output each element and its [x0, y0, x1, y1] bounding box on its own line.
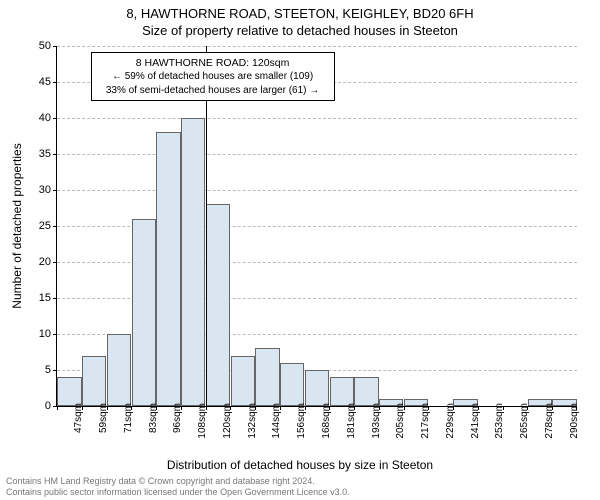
- x-tick-mark: [57, 406, 58, 410]
- y-tick-mark: [53, 190, 57, 191]
- y-tick-label: 15: [27, 292, 51, 304]
- x-tick-mark: [552, 406, 553, 410]
- x-tick-mark: [156, 406, 157, 410]
- x-tick-mark: [107, 406, 108, 410]
- x-tick-mark: [181, 406, 182, 410]
- y-axis-title: Number of detached properties: [10, 143, 24, 308]
- y-tick-label: 5: [27, 364, 51, 376]
- x-tick-mark: [305, 406, 306, 410]
- y-tick-label: 0: [27, 400, 51, 412]
- histogram-bar: [82, 356, 106, 406]
- annotation-line2: ← 59% of detached houses are smaller (10…: [98, 70, 328, 84]
- chart-title-sub: Size of property relative to detached ho…: [0, 21, 600, 38]
- x-axis-title: Distribution of detached houses by size …: [0, 458, 600, 472]
- grid-line: [57, 154, 577, 155]
- x-tick-mark: [354, 406, 355, 410]
- histogram-bar: [206, 204, 230, 406]
- y-tick-label: 40: [27, 112, 51, 124]
- y-tick-mark: [53, 118, 57, 119]
- x-tick-mark: [428, 406, 429, 410]
- x-tick-mark: [206, 406, 207, 410]
- grid-line: [57, 46, 577, 47]
- x-tick-mark: [527, 406, 528, 410]
- histogram-bar: [330, 377, 354, 406]
- grid-line: [57, 118, 577, 119]
- y-tick-mark: [53, 82, 57, 83]
- annotation-box: 8 HAWTHORNE ROAD: 120sqm← 59% of detache…: [91, 52, 335, 101]
- y-tick-label: 35: [27, 148, 51, 160]
- x-tick-mark: [379, 406, 380, 410]
- x-tick-mark: [453, 406, 454, 410]
- footer-line1: Contains HM Land Registry data © Crown c…: [6, 476, 350, 487]
- y-tick-mark: [53, 370, 57, 371]
- x-tick-mark: [503, 406, 504, 410]
- y-tick-label: 45: [27, 76, 51, 88]
- footer-attribution: Contains HM Land Registry data © Crown c…: [6, 476, 350, 498]
- x-tick-mark: [230, 406, 231, 410]
- histogram-bar: [181, 118, 205, 406]
- y-tick-label: 30: [27, 184, 51, 196]
- y-tick-mark: [53, 334, 57, 335]
- y-tick-label: 25: [27, 220, 51, 232]
- y-tick-label: 20: [27, 256, 51, 268]
- annotation-line3: 33% of semi-detached houses are larger (…: [98, 84, 328, 98]
- x-tick-mark: [329, 406, 330, 410]
- y-tick-mark: [53, 298, 57, 299]
- chart-title-main: 8, HAWTHORNE ROAD, STEETON, KEIGHLEY, BD…: [0, 0, 600, 21]
- x-tick-mark: [478, 406, 479, 410]
- footer-line2: Contains public sector information licen…: [6, 487, 350, 498]
- y-tick-mark: [53, 154, 57, 155]
- histogram-bar: [305, 370, 329, 406]
- y-tick-mark: [53, 226, 57, 227]
- histogram-bar: [255, 348, 279, 406]
- x-tick-mark: [280, 406, 281, 410]
- histogram-bar: [156, 132, 180, 406]
- histogram-bar: [231, 356, 255, 406]
- x-tick-mark: [404, 406, 405, 410]
- y-tick-label: 10: [27, 328, 51, 340]
- x-tick-mark: [255, 406, 256, 410]
- x-tick-mark: [131, 406, 132, 410]
- y-tick-mark: [53, 262, 57, 263]
- chart-plot-area: 0510152025303540455047sqm59sqm71sqm83sqm…: [56, 46, 577, 407]
- grid-line: [57, 190, 577, 191]
- histogram-bar: [107, 334, 131, 406]
- x-tick-mark: [82, 406, 83, 410]
- y-tick-mark: [53, 46, 57, 47]
- annotation-line1: 8 HAWTHORNE ROAD: 120sqm: [98, 56, 328, 70]
- x-tick-label: 290sqm: [569, 403, 580, 439]
- histogram-bar: [280, 363, 304, 406]
- histogram-bar: [354, 377, 378, 406]
- histogram-bar: [57, 377, 81, 406]
- histogram-bar: [132, 219, 156, 406]
- y-tick-label: 50: [27, 40, 51, 52]
- x-tick-mark: [576, 406, 577, 410]
